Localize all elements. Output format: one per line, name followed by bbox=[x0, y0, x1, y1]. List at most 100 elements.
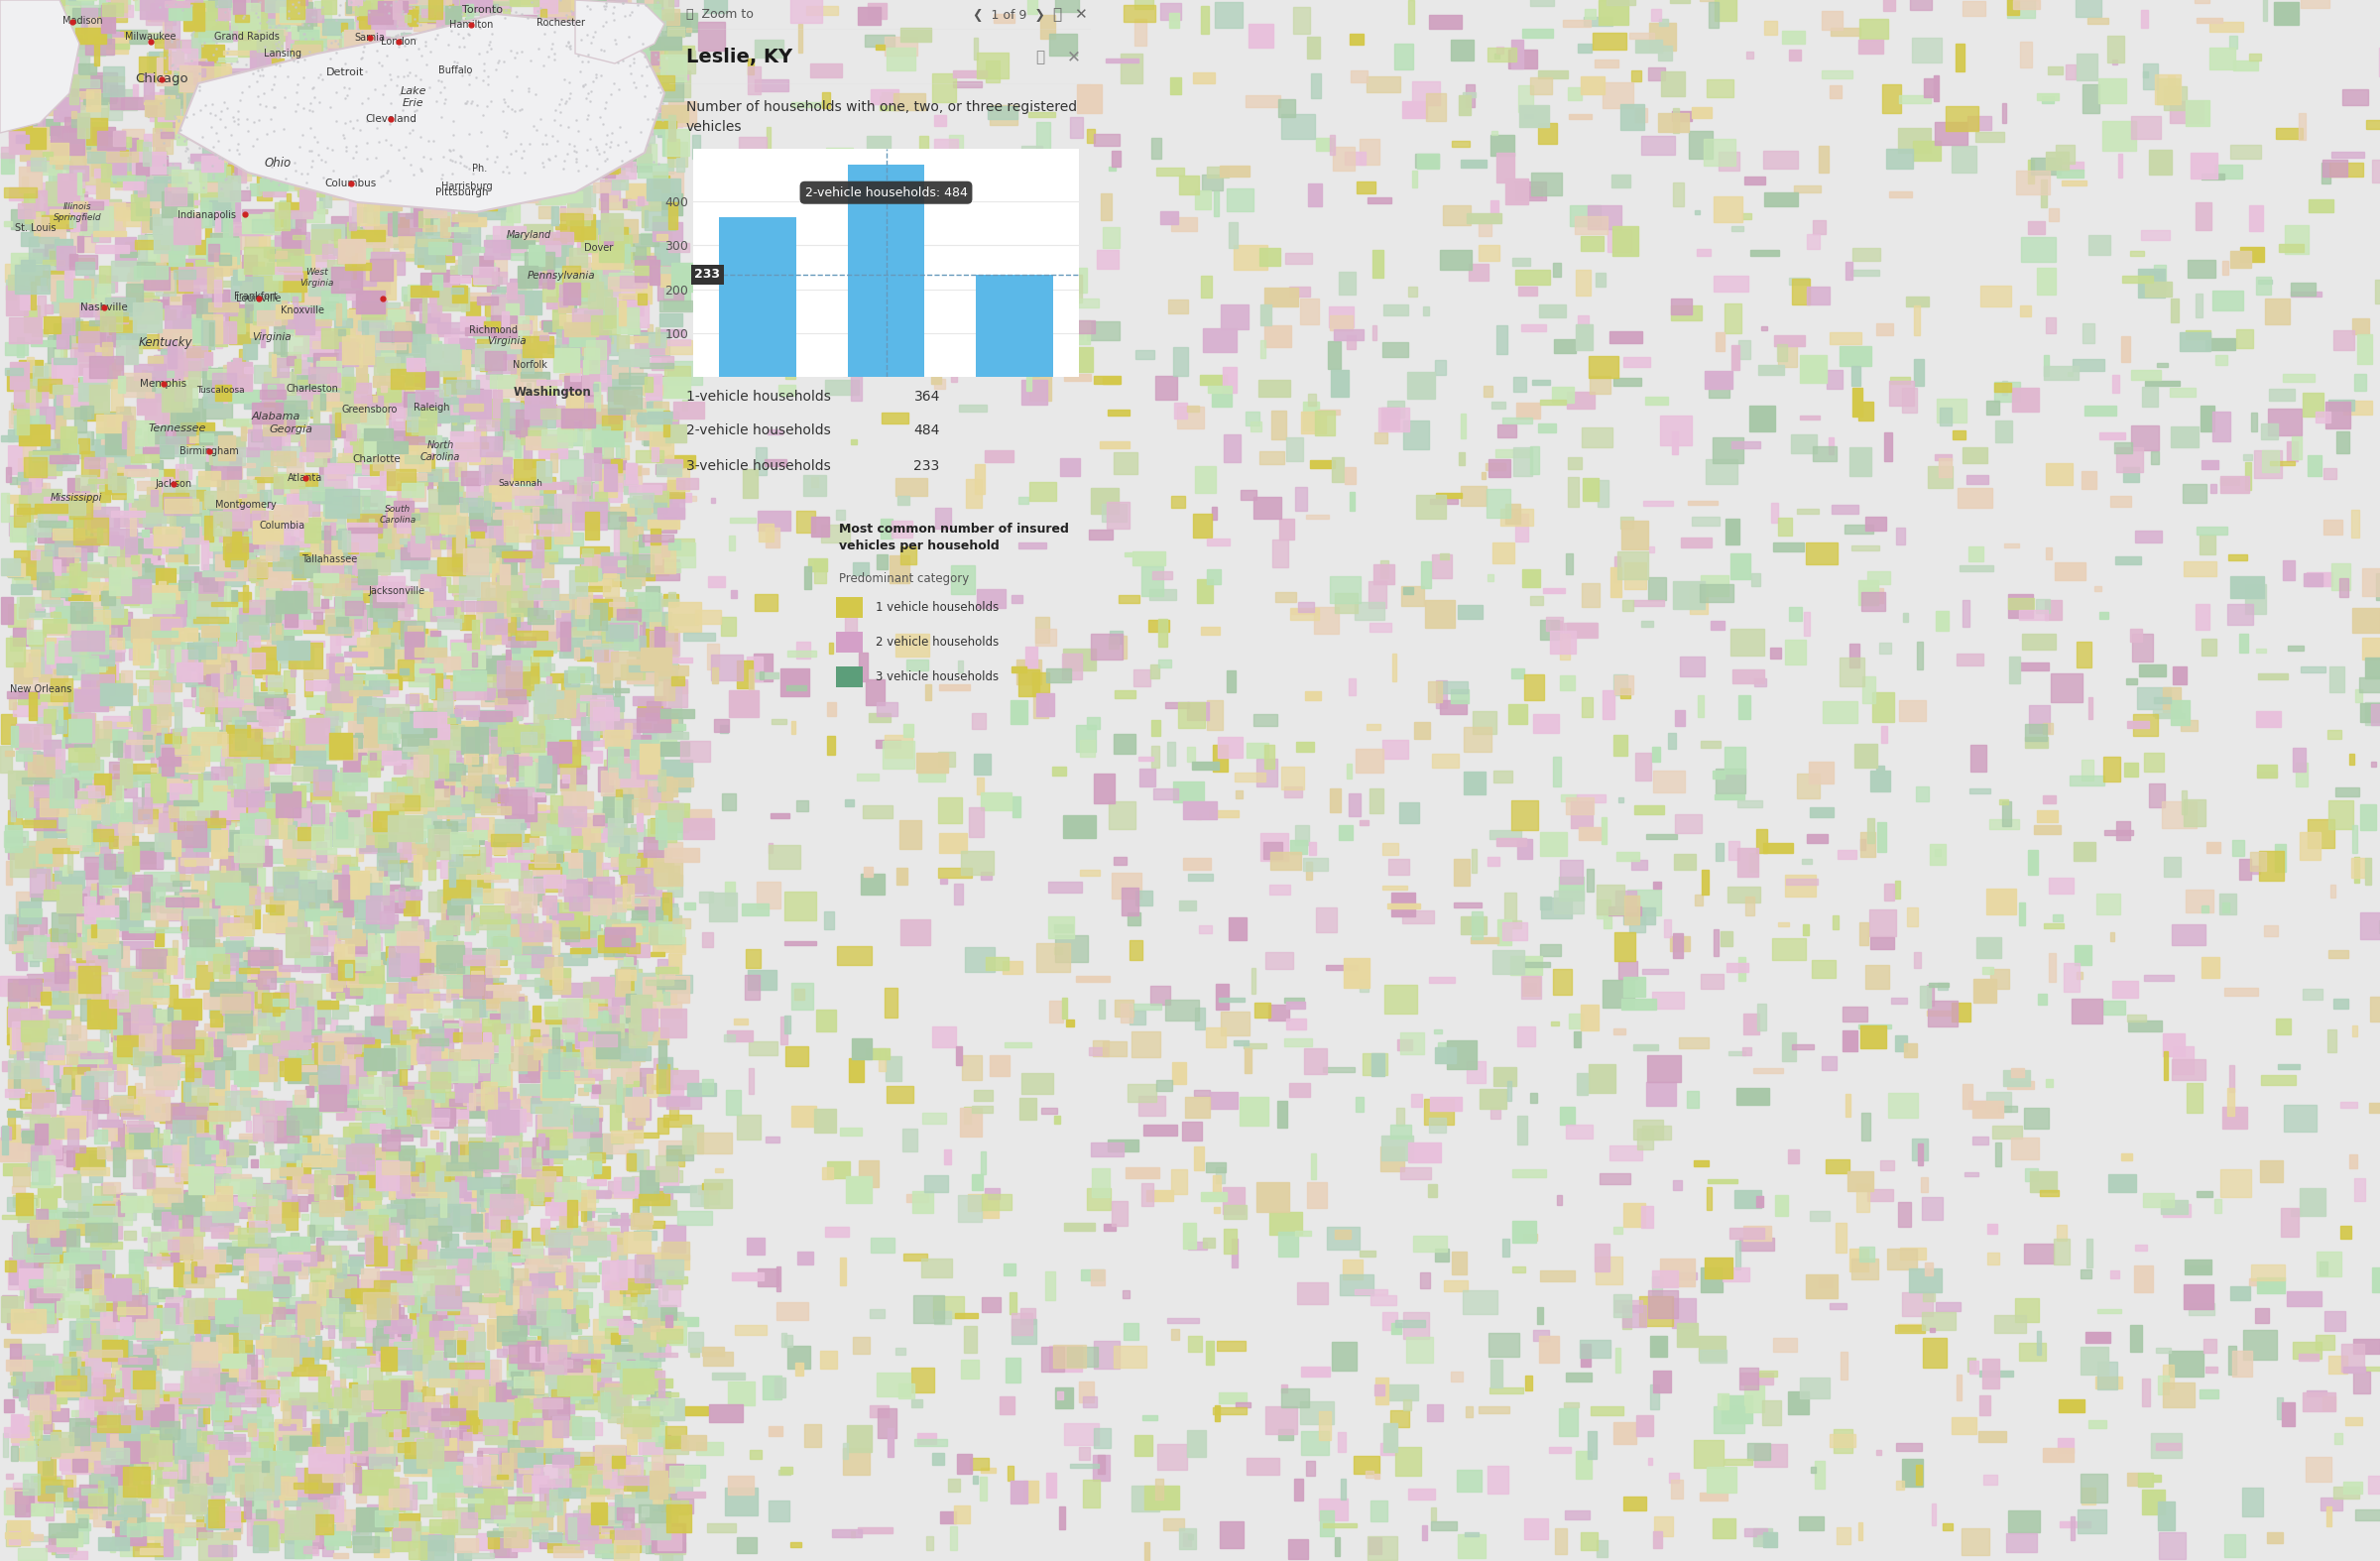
Bar bbox=[669, 203, 678, 229]
Bar bbox=[540, 969, 571, 994]
Bar bbox=[626, 565, 645, 585]
Bar bbox=[352, 1035, 362, 1052]
Bar bbox=[86, 37, 114, 55]
Bar bbox=[1616, 852, 1640, 862]
Bar bbox=[293, 1339, 319, 1360]
Bar bbox=[900, 237, 923, 251]
Bar bbox=[52, 501, 86, 515]
Bar bbox=[124, 1357, 136, 1363]
Bar bbox=[436, 924, 457, 935]
Bar bbox=[483, 1150, 490, 1157]
Bar bbox=[481, 696, 514, 706]
Bar bbox=[466, 712, 486, 720]
Bar bbox=[588, 1524, 621, 1541]
Bar bbox=[221, 1143, 248, 1157]
Bar bbox=[328, 1445, 350, 1464]
Bar bbox=[645, 1305, 676, 1319]
Bar bbox=[1078, 268, 1088, 293]
Bar bbox=[226, 1502, 236, 1508]
Bar bbox=[74, 735, 90, 751]
Bar bbox=[476, 1386, 481, 1405]
Bar bbox=[286, 1252, 312, 1269]
Bar bbox=[664, 1500, 688, 1514]
Bar bbox=[69, 827, 86, 846]
Bar bbox=[64, 165, 69, 169]
Bar bbox=[188, 5, 202, 14]
Bar bbox=[1580, 236, 1604, 251]
Bar bbox=[502, 582, 526, 588]
Bar bbox=[212, 281, 231, 287]
Bar bbox=[400, 539, 414, 543]
Bar bbox=[659, 760, 693, 777]
Bar bbox=[600, 308, 616, 312]
Bar bbox=[86, 89, 100, 111]
Bar bbox=[540, 239, 552, 244]
Bar bbox=[157, 354, 178, 379]
Bar bbox=[2, 98, 14, 128]
Bar bbox=[193, 119, 224, 133]
Bar bbox=[1628, 890, 1661, 916]
Bar bbox=[205, 159, 231, 180]
Bar bbox=[2044, 367, 2078, 379]
Bar bbox=[298, 997, 307, 1026]
Bar bbox=[178, 581, 190, 590]
Bar bbox=[174, 827, 207, 845]
Bar bbox=[1647, 1055, 1680, 1082]
Bar bbox=[614, 465, 643, 490]
Bar bbox=[336, 326, 357, 336]
Bar bbox=[659, 1541, 683, 1561]
Bar bbox=[555, 515, 574, 543]
Bar bbox=[631, 1283, 650, 1289]
Bar bbox=[195, 161, 209, 170]
Bar bbox=[155, 745, 186, 766]
Bar bbox=[547, 297, 564, 308]
Bar bbox=[231, 376, 250, 401]
Bar bbox=[186, 948, 195, 977]
Bar bbox=[71, 312, 79, 336]
Bar bbox=[647, 189, 662, 211]
Bar bbox=[654, 242, 678, 265]
Bar bbox=[105, 855, 121, 879]
Bar bbox=[40, 1196, 57, 1211]
Bar bbox=[209, 139, 245, 148]
Bar bbox=[1518, 1116, 1528, 1144]
Bar bbox=[1123, 635, 1126, 659]
Bar bbox=[452, 1208, 474, 1225]
Bar bbox=[376, 431, 383, 445]
Bar bbox=[336, 414, 340, 437]
Bar bbox=[224, 95, 243, 114]
Bar bbox=[1823, 1055, 1837, 1071]
Bar bbox=[1673, 111, 1692, 122]
Bar bbox=[2040, 1191, 2059, 1196]
Bar bbox=[466, 979, 497, 1007]
Bar bbox=[1764, 20, 1778, 34]
Bar bbox=[2194, 293, 2202, 317]
Bar bbox=[81, 1250, 114, 1274]
Bar bbox=[647, 932, 674, 944]
Bar bbox=[10, 1065, 31, 1072]
Bar bbox=[109, 3, 126, 22]
Bar bbox=[124, 211, 155, 226]
Bar bbox=[198, 774, 202, 801]
Bar bbox=[583, 640, 600, 645]
Bar bbox=[276, 248, 305, 270]
Bar bbox=[248, 429, 281, 450]
Bar bbox=[100, 492, 109, 501]
Bar bbox=[628, 119, 640, 134]
Bar bbox=[635, 66, 664, 87]
Bar bbox=[238, 968, 259, 973]
Bar bbox=[564, 50, 583, 73]
Bar bbox=[67, 206, 86, 229]
Bar bbox=[276, 81, 290, 109]
Bar bbox=[488, 1453, 519, 1480]
Bar bbox=[378, 1246, 388, 1261]
Bar bbox=[536, 33, 557, 39]
Bar bbox=[919, 136, 928, 164]
Bar bbox=[171, 1021, 195, 1047]
Bar bbox=[328, 930, 336, 951]
Bar bbox=[364, 9, 395, 20]
Bar bbox=[412, 1219, 419, 1246]
Bar bbox=[440, 1155, 469, 1175]
Bar bbox=[317, 92, 333, 108]
Bar bbox=[481, 912, 502, 918]
